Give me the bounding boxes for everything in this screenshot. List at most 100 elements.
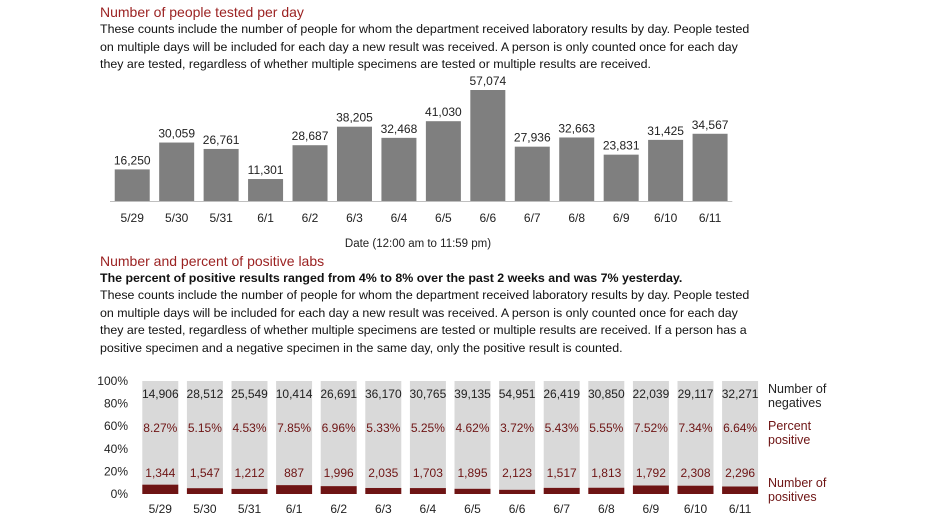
- y-tick-label: 100%: [97, 374, 128, 388]
- positives-count-label: 2,308: [680, 466, 710, 480]
- test-count-label: 16,250: [114, 153, 151, 167]
- positives-count-label: 1,703: [413, 466, 443, 480]
- positives-bar-segment: [365, 487, 402, 494]
- negatives-bar-segment: [320, 381, 357, 487]
- positives-bar-segment: [722, 486, 759, 494]
- percent-positive-label: 4.62%: [455, 421, 489, 435]
- y-tick-label: 60%: [104, 419, 128, 433]
- x-tick-label: 6/10: [654, 211, 678, 225]
- percent-positive-label: 8.27%: [143, 421, 177, 435]
- legend-positives: Number of positives: [768, 476, 827, 504]
- x-tick-label: 6/2: [330, 502, 347, 516]
- x-tick-label: 6/7: [524, 211, 541, 225]
- negatives-count-label: 10,414: [276, 387, 313, 401]
- percent-positive-label: 5.25%: [411, 421, 445, 435]
- test-count-bar: [559, 137, 595, 201]
- percent-positive-label: 3.72%: [500, 421, 534, 435]
- test-count-label: 34,567: [692, 118, 729, 132]
- x-tick-label: 6/11: [699, 211, 722, 225]
- test-count-bar: [159, 142, 195, 201]
- negatives-count-label: 30,765: [410, 387, 447, 401]
- test-count-label: 32,468: [381, 122, 418, 136]
- negatives-bar-segment: [722, 381, 759, 487]
- x-tick-label: 6/7: [553, 502, 570, 516]
- test-count-label: 41,030: [425, 105, 462, 119]
- test-count-label: 38,205: [336, 111, 373, 125]
- percent-positive-label: 7.52%: [634, 421, 668, 435]
- percent-positive-label: 5.15%: [188, 421, 222, 435]
- percent-positive-label: 5.55%: [589, 421, 623, 435]
- x-tick-label: 6/6: [479, 211, 496, 225]
- test-count-label: 11,301: [248, 163, 284, 177]
- negatives-count-label: 36,170: [365, 387, 402, 401]
- negatives-count-label: 39,135: [454, 387, 491, 401]
- negatives-bar-segment: [409, 381, 446, 489]
- negatives-bar-segment: [499, 381, 536, 490]
- positives-bar-segment: [499, 489, 536, 494]
- x-tick-label: 6/6: [509, 502, 526, 516]
- positives-count-label: 887: [284, 466, 304, 480]
- chart2-title: Number and percent of positive labs: [100, 253, 325, 269]
- x-tick-label: 6/4: [420, 502, 437, 516]
- negatives-count-label: 14,906: [142, 387, 179, 401]
- positives-bar-segment: [320, 486, 357, 494]
- percent-positive-label: 6.96%: [322, 421, 356, 435]
- negatives-count-label: 32,271: [722, 387, 759, 401]
- x-tick-label: 6/9: [643, 502, 660, 516]
- positives-count-label: 2,123: [502, 466, 532, 480]
- test-count-bar: [292, 145, 328, 201]
- positives-count-label: 1,547: [190, 466, 220, 480]
- positives-count-label: 2,035: [368, 466, 398, 480]
- positives-bar-segment: [454, 488, 491, 494]
- positives-count-label: 1,813: [591, 466, 621, 480]
- percent-positive-label: 4.53%: [232, 421, 266, 435]
- x-tick-label: 6/8: [568, 211, 585, 225]
- positives-bar-segment: [632, 485, 669, 494]
- x-tick-label: 6/9: [613, 211, 630, 225]
- test-count-label: 57,074: [469, 74, 506, 88]
- test-count-label: 26,761: [203, 133, 240, 147]
- x-tick-label: 6/3: [346, 211, 363, 225]
- positives-bar-segment: [186, 488, 223, 494]
- negatives-count-label: 26,419: [543, 387, 580, 401]
- x-tick-label: 5/30: [193, 502, 217, 516]
- positives-count-label: 2,296: [725, 466, 755, 480]
- negatives-bar-segment: [231, 381, 268, 489]
- x-tick-label: 5/31: [238, 502, 262, 516]
- x-tick-label: 5/31: [209, 211, 233, 225]
- chart2-description: These counts include the number of peopl…: [100, 288, 750, 355]
- negatives-count-label: 54,951: [499, 387, 536, 401]
- test-count-label: 31,425: [647, 124, 684, 138]
- positives-count-label: 1,517: [547, 466, 577, 480]
- x-tick-label: 5/29: [149, 502, 173, 516]
- tests-per-day-chart: 16,250 5/29 30,059 5/30 26,761 5/31 11,301 6/1 2…: [110, 74, 733, 250]
- negatives-bar-segment: [186, 381, 223, 489]
- negatives-bar-segment: [454, 381, 491, 489]
- chart1-description: These counts include the number of peopl…: [100, 22, 750, 71]
- x-axis-title: Date (12:00 am to 11:59 pm): [345, 238, 491, 250]
- test-count-label: 27,936: [514, 131, 551, 145]
- x-tick-label: 6/4: [391, 211, 408, 225]
- positives-count-label: 1,895: [457, 466, 487, 480]
- percent-positive-label: 5.33%: [366, 421, 400, 435]
- positives-count-label: 1,792: [636, 466, 666, 480]
- chart1-title: Number of people tested per day: [100, 4, 304, 20]
- test-count-bar: [336, 126, 372, 201]
- y-tick-label: 40%: [104, 442, 128, 456]
- x-tick-label: 6/11: [729, 502, 752, 516]
- x-tick-label: 6/10: [684, 502, 708, 516]
- negatives-bar-segment: [588, 381, 625, 488]
- positives-bar-segment: [677, 485, 714, 494]
- legend-negatives: Number of negatives: [768, 382, 827, 410]
- positives-count-label: 1,996: [324, 466, 354, 480]
- test-count-bar: [203, 148, 239, 201]
- test-count-bar: [248, 179, 284, 201]
- test-count-bar: [425, 121, 461, 201]
- test-count-bar: [114, 169, 150, 201]
- test-count-label: 32,663: [558, 121, 595, 135]
- negatives-bar-segment: [543, 381, 580, 488]
- x-tick-label: 6/1: [286, 502, 303, 516]
- x-tick-label: 6/3: [375, 502, 392, 516]
- test-count-label: 28,687: [292, 129, 329, 143]
